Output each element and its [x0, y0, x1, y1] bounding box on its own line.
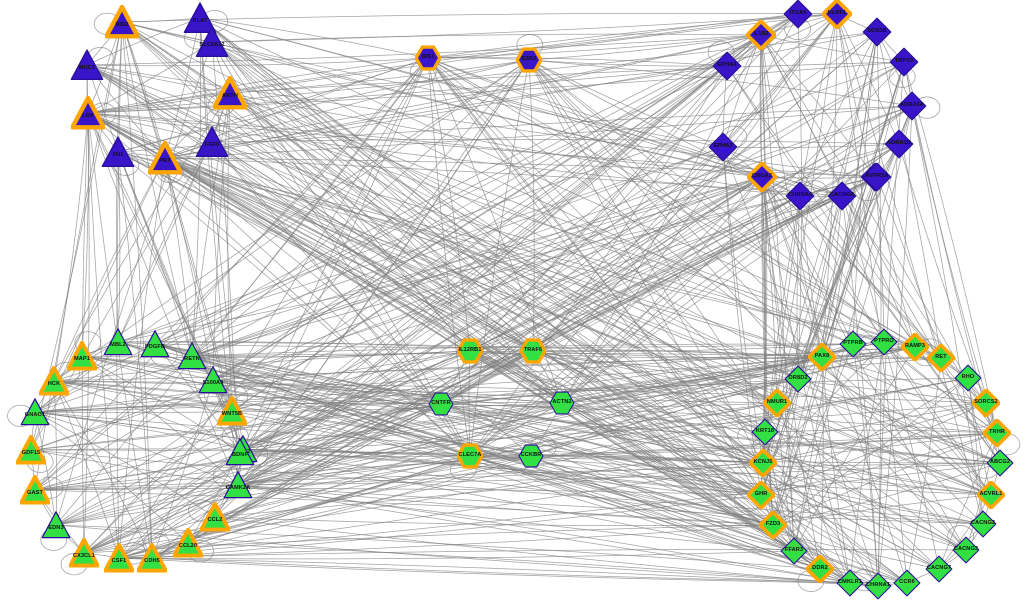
graph-node-esr2[interactable]: ESR2	[516, 47, 542, 73]
graph-node-nid2[interactable]: NID2	[105, 5, 139, 39]
graph-node-cacng7[interactable]: CACNG7	[925, 555, 953, 583]
graph-node-trpv3[interactable]: TRPV3	[889, 47, 919, 77]
graph-node-adra1b[interactable]: ADRA1B	[884, 129, 914, 159]
graph-node-gast[interactable]: GAST	[20, 475, 50, 505]
graph-node-muc1[interactable]: MUC1	[70, 48, 104, 82]
graph-node-ptprb[interactable]: PTPRB	[839, 330, 867, 358]
graph-node-il1r2[interactable]: IL1R2	[746, 20, 776, 50]
graph-node-slc6a12[interactable]: SLC6A12	[195, 25, 229, 59]
graph-node-artn[interactable]: ARTN	[213, 76, 247, 110]
graph-node-epha4[interactable]: EPHA4	[712, 51, 742, 81]
graph-node-irs1[interactable]: IRS1	[415, 45, 441, 71]
graph-node-clec7a[interactable]: CLEC7A	[457, 443, 483, 469]
graph-node-gnao1[interactable]: GNAO1	[20, 397, 50, 427]
graph-node-csf1[interactable]: CSF1	[104, 543, 134, 573]
graph-node-adra1a[interactable]: ADRA1A	[897, 91, 927, 121]
graph-node-cmklr1[interactable]: CMKLR1	[836, 569, 864, 597]
graph-node-abcg2[interactable]: ABCG2	[986, 449, 1014, 477]
graph-node-cacng2[interactable]: CACNG2	[969, 510, 997, 538]
graph-node-gdf15[interactable]: GDF15	[16, 435, 46, 465]
graph-node-wnt5b[interactable]: WNT5B	[217, 396, 247, 426]
graph-node-camk2a[interactable]: CAMK2A	[223, 470, 253, 500]
graph-node-cnga3[interactable]: CNGA3	[747, 162, 777, 192]
graph-node-cacng3[interactable]: CACNG3	[952, 536, 980, 564]
graph-node-mbl2[interactable]: MBL2	[103, 327, 133, 357]
graph-node-fgf6[interactable]: FGF6	[195, 125, 229, 159]
graph-node-chrna1[interactable]: CHRNA1	[864, 572, 892, 600]
graph-node-cdh5[interactable]: CDH5	[137, 543, 167, 573]
graph-node-pdgfb[interactable]: PDGFB	[140, 329, 170, 359]
graph-node-cntfr[interactable]: CNTFR	[428, 391, 454, 417]
graph-node-ghr[interactable]: GHR	[747, 481, 775, 509]
graph-node-ddr2[interactable]: DDR2	[806, 555, 834, 583]
graph-node-ret[interactable]: RET	[927, 344, 955, 372]
graph-node-ramp3[interactable]: RAMP3	[901, 333, 929, 361]
graph-node-actn2[interactable]: ACTN2	[549, 390, 575, 416]
graph-node-scn3b[interactable]: SCN3B	[862, 17, 892, 47]
graph-node-itga5[interactable]: ITGA5	[783, 0, 813, 29]
graph-node-il12rb1[interactable]: IL12RB1	[457, 338, 483, 364]
graph-node-ptpro[interactable]: PTPRO	[870, 328, 898, 356]
graph-node-kcnj5[interactable]: KCNJ5	[749, 449, 777, 477]
graph-node-s100a9[interactable]: S100A9	[198, 365, 228, 395]
graph-node-bdnf[interactable]: BDNF	[225, 437, 255, 467]
graph-node-sorcs2[interactable]: SORCS2	[972, 389, 1000, 417]
graph-node-krt18[interactable]: KRT18	[751, 418, 779, 446]
graph-node-prx[interactable]: PRX	[148, 141, 182, 175]
graph-node-avpr1a[interactable]: AVPR1A	[862, 162, 892, 192]
graph-node-acvrl1[interactable]: ACVRL1	[977, 481, 1005, 509]
graph-node-klrf1[interactable]: KLRF1	[822, 0, 852, 29]
graph-node-cckbr[interactable]: CCKBR	[518, 443, 544, 469]
graph-node-ccr6[interactable]: CCR6	[893, 569, 921, 597]
graph-node-fzd3[interactable]: FZD3	[759, 511, 787, 539]
graph-node-epha3[interactable]: EPHA3	[708, 132, 738, 162]
graph-node-fn1[interactable]: FN1	[101, 135, 135, 169]
graph-node-nmur1[interactable]: NMUR1	[763, 389, 791, 417]
graph-node-trhr[interactable]: TRHR	[983, 419, 1011, 447]
graph-node-cx3cl1[interactable]: CX3CL1	[69, 538, 99, 568]
graph-node-hck[interactable]: HCK	[39, 366, 69, 396]
graph-node-traf6[interactable]: TRAF6	[520, 338, 546, 364]
graph-node-edn3[interactable]: EDN3	[41, 510, 71, 540]
graph-node-ccl2[interactable]: CCL2	[200, 502, 230, 532]
graph-node-pax8[interactable]: PAX8	[808, 343, 836, 371]
graph-node-lox[interactable]: LOX	[71, 96, 105, 130]
graph-node-rho[interactable]: RHO	[954, 364, 982, 392]
graph-node-ffar3[interactable]: FFAR3	[780, 537, 808, 565]
graph-node-chrna4[interactable]: CHRNA4	[785, 181, 815, 211]
graph-node-map1[interactable]: MAP1	[67, 341, 97, 371]
graph-node-ccl20[interactable]: CCL20	[173, 528, 203, 558]
graph-node-cacng8[interactable]: CACNG8	[827, 181, 857, 211]
